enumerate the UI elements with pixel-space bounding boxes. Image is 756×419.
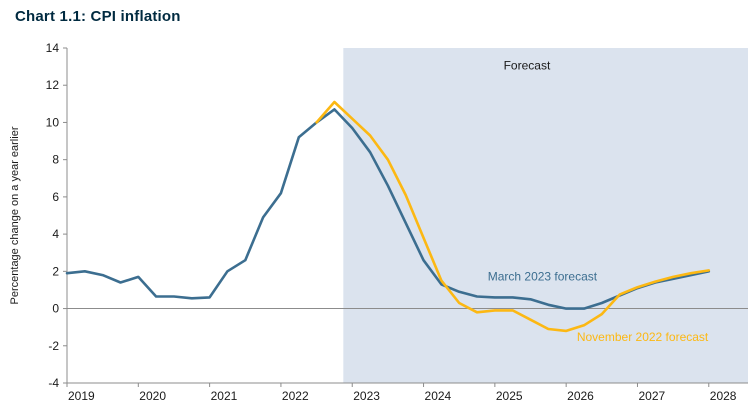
y-tick-label: 8: [52, 153, 59, 167]
y-tick-label: 10: [46, 115, 60, 129]
x-tick-label: 2023: [353, 389, 380, 403]
x-tick-label: 2026: [567, 389, 594, 403]
chart-title: Chart 1.1: CPI inflation: [15, 8, 181, 25]
x-tick-label: 2019: [68, 389, 95, 403]
y-tick-label: 4: [52, 227, 59, 241]
y-tick-label: 6: [52, 190, 59, 204]
x-tick-label: 2022: [282, 389, 309, 403]
series-line-march: [65, 108, 711, 310]
y-tick-label: -4: [48, 376, 59, 390]
series-line-november: [315, 100, 711, 333]
y-axis-label: Percentage change on a year earlier: [9, 126, 21, 304]
x-tick-label: 2020: [139, 389, 166, 403]
annotation-label: March 2023 forecast: [488, 270, 598, 284]
annotation-label: November 2022 forecast: [577, 330, 709, 344]
annotation-label: Forecast: [504, 58, 551, 72]
x-tick-label: 2028: [710, 389, 737, 403]
x-tick-label: 2024: [425, 389, 452, 403]
y-tick-label: 0: [52, 302, 59, 316]
x-tick-label: 2021: [211, 389, 238, 403]
x-tick-label: 2027: [638, 389, 665, 403]
y-tick-label: 12: [46, 78, 60, 92]
x-tick-label: 2025: [496, 389, 523, 403]
y-tick-label: -2: [48, 339, 59, 353]
y-tick-label: 2: [52, 264, 59, 278]
y-tick-label: 14: [46, 41, 60, 55]
